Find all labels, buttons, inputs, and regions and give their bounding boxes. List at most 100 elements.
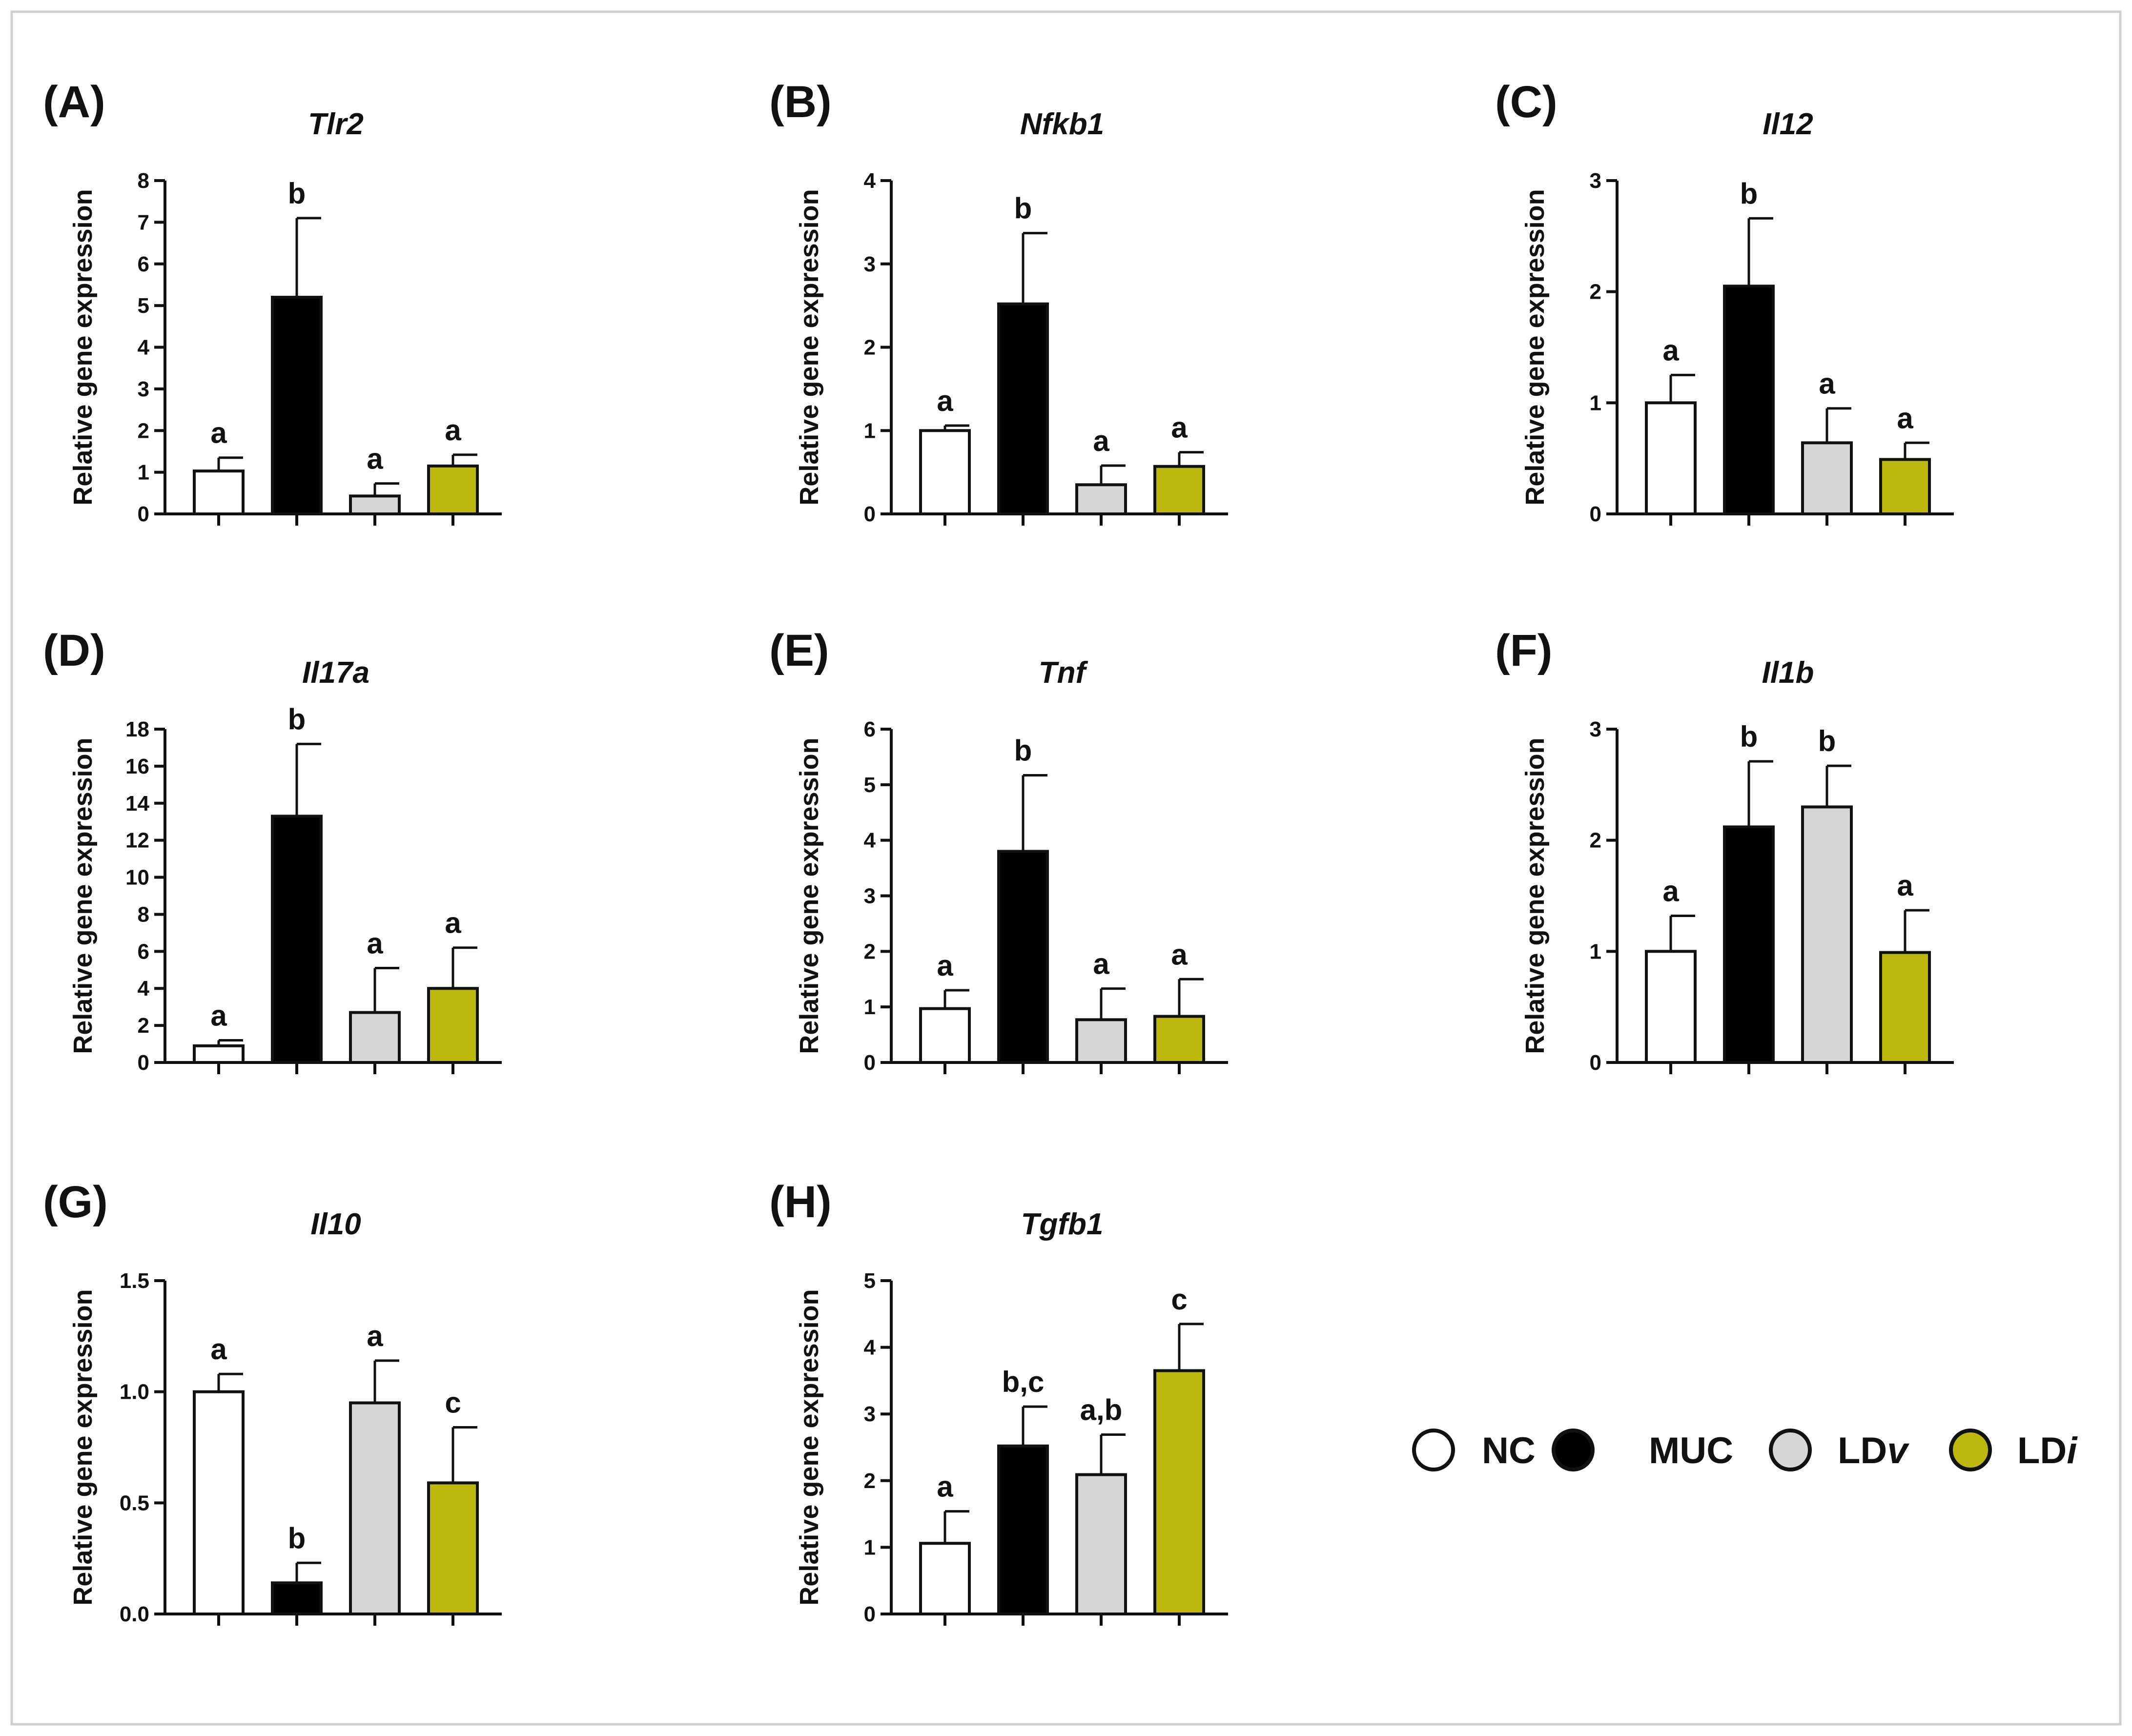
bar-muc — [997, 1444, 1049, 1616]
bar-ldv — [349, 494, 401, 516]
bar-muc — [271, 1581, 323, 1616]
bar-muc — [271, 815, 323, 1064]
panel-title: Tlr2 — [308, 107, 364, 141]
significance-letter: c — [1171, 1283, 1187, 1316]
bar-nc — [919, 1542, 971, 1616]
bar-nc — [193, 1044, 245, 1064]
legend-item-ldv: LDv — [1769, 1429, 1909, 1471]
significance-letter: b — [288, 1522, 306, 1554]
bar-ldv — [1075, 1473, 1127, 1616]
y-tick-label: 0 — [138, 1051, 149, 1075]
panel-label: (E) — [769, 626, 829, 675]
legend-label-suffix: i — [2067, 1430, 2078, 1471]
significance-letter: a — [367, 443, 383, 475]
y-tick-label: 0 — [864, 1051, 876, 1075]
significance-letter: a — [1897, 869, 1913, 902]
y-tick-label: 3 — [138, 377, 149, 401]
y-tick-label: 4 — [138, 977, 150, 1001]
y-tick-label: 4 — [864, 829, 876, 853]
panel-a: (A) Tlr2 Relative gene expression 0 1 2 3 4 5 6 7 8… — [43, 77, 502, 526]
panel-label: (H) — [769, 1177, 832, 1227]
y-tick-label: 4 — [138, 336, 150, 360]
significance-letter: b — [1740, 720, 1758, 753]
y-tick-label: 0 — [864, 1602, 876, 1626]
y-tick-label: 10 — [125, 866, 149, 890]
bar-muc — [997, 850, 1049, 1064]
y-tick-label: 2 — [138, 419, 149, 443]
y-tick-label: 5 — [864, 1269, 876, 1293]
y-tick-label: 1 — [1590, 939, 1601, 963]
bar-muc — [1723, 285, 1775, 515]
y-tick-label: 18 — [125, 717, 149, 741]
panel-g: (G) Il10 Relative gene expression 0.0 0.5 1.0… — [43, 1177, 502, 1626]
significance-letter: c — [445, 1387, 461, 1419]
significance-letter: b — [1014, 734, 1032, 767]
y-tick-label: 6 — [138, 252, 149, 276]
panel-label: (C) — [1495, 77, 1558, 127]
bar-ldi — [1153, 1015, 1205, 1064]
y-axis-label: Relative gene expression — [68, 737, 98, 1054]
panel-label: (B) — [769, 77, 832, 127]
y-tick-label: 2 — [1590, 280, 1601, 304]
significance-letter: a — [1819, 368, 1835, 400]
significance-letter: a — [1171, 938, 1188, 971]
significance-letter: b — [1740, 177, 1758, 210]
legend-item-nc: NC — [1412, 1429, 1536, 1471]
legend-label-main: MUC — [1649, 1430, 1733, 1471]
legend-label: MUC — [1649, 1430, 1733, 1471]
panel-title: Nfkb1 — [1020, 107, 1104, 141]
y-tick-label: 1 — [864, 995, 876, 1019]
bar-nc — [193, 1390, 245, 1616]
y-tick-label: 4 — [864, 169, 876, 193]
significance-letter: a — [937, 385, 953, 417]
bar-ldv — [1075, 1018, 1127, 1064]
y-tick-label: 2 — [138, 1014, 149, 1038]
legend-marker — [1412, 1429, 1455, 1471]
bar-ldi — [1153, 465, 1205, 515]
panel-title: Tgfb1 — [1021, 1207, 1104, 1241]
legend-label-main: NC — [1482, 1430, 1536, 1471]
y-tick-label: 0.0 — [120, 1602, 149, 1626]
bar-ldv — [349, 1011, 401, 1064]
significance-letter: a — [445, 414, 461, 447]
legend-label-suffix: v — [1887, 1430, 1909, 1471]
significance-letter: a — [1662, 875, 1679, 907]
panel-label: (A) — [43, 77, 105, 127]
y-tick-label: 6 — [138, 939, 149, 963]
significance-letter: b — [288, 177, 306, 210]
significance-letter: a — [210, 999, 227, 1032]
y-tick-label: 1.0 — [120, 1380, 149, 1404]
y-tick-label: 2 — [864, 336, 876, 360]
y-tick-label: 1.5 — [120, 1269, 149, 1293]
y-axis-label: Relative gene expression — [1520, 737, 1550, 1054]
significance-letter: a — [210, 1333, 227, 1366]
bar-nc — [193, 470, 245, 515]
y-tick-label: 1 — [864, 1535, 876, 1559]
legend-label-main: LD — [2017, 1430, 2067, 1471]
significance-letter: a — [1093, 948, 1109, 980]
y-tick-label: 2 — [864, 1469, 876, 1493]
y-tick-label: 0 — [1590, 502, 1601, 526]
y-tick-label: 6 — [864, 717, 876, 741]
bar-nc — [1645, 950, 1697, 1064]
significance-letter: a — [445, 907, 461, 939]
significance-letter: a — [367, 927, 383, 960]
bar-ldi — [427, 1481, 479, 1615]
panel-d: (D) Il17a Relative gene expression 0 2 4 6 8 10 1… — [43, 626, 502, 1075]
significance-letter: a — [1171, 411, 1188, 444]
y-tick-label: 1 — [864, 419, 876, 443]
y-tick-label: 12 — [125, 829, 149, 853]
bar-ldv — [1801, 441, 1853, 515]
y-tick-label: 3 — [864, 252, 876, 276]
bar-ldv — [1801, 805, 1853, 1064]
legend-label: LDi — [2017, 1430, 2078, 1471]
y-axis-label: Relative gene expression — [68, 1289, 98, 1605]
y-tick-label: 3 — [864, 884, 876, 908]
legend: NC MUC LDv LDi — [1412, 1429, 2078, 1471]
y-tick-label: 1 — [138, 461, 149, 485]
y-tick-label: 3 — [1590, 717, 1601, 741]
bar-ldi — [1879, 951, 1931, 1064]
legend-label-main: LD — [1838, 1430, 1887, 1471]
